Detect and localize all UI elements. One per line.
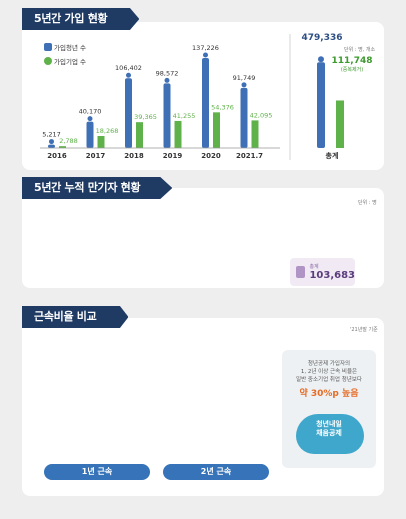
maturity-total-label: 총계: [309, 264, 319, 270]
person-icon: [44, 43, 52, 51]
maturity-total-box: 총계 103,683: [290, 258, 355, 286]
section-title-retention: 근속비율 비교: [22, 306, 129, 328]
legend-youth-label: 가입청년 수: [54, 44, 86, 52]
section-title-maturity: 5년간 누적 만기자 현황: [22, 177, 173, 199]
piggy-bank-icon: [296, 414, 364, 454]
unit-label-maturity: 단위 : 명: [358, 200, 377, 206]
wallet-icon: [296, 266, 306, 278]
section-title-signup: 5년간 가입 현황: [22, 8, 140, 30]
unit-label-signup: 단위 : 명, 개소: [344, 47, 376, 53]
callout-line1: 청년공제 가입자의: [307, 361, 351, 367]
logo-line1: 청년내일: [316, 420, 342, 428]
gear-icon: [44, 57, 52, 65]
logo-text: 청년내일 채움공제: [282, 420, 376, 438]
callout-line2: 1, 2년 이상 근속 비율은: [300, 369, 358, 375]
maturity-total-value: 103,683: [309, 270, 355, 281]
retention-callout: 청년공제 가입자의 1, 2년 이상 근속 비율은 일반 중소기업 취업 청년보…: [282, 350, 376, 468]
logo-line2: 채움공제: [316, 429, 342, 437]
callout-highlight: 약 30%p 높음: [299, 389, 359, 399]
legend-youth: 가입청년 수: [44, 42, 86, 52]
legend-company: 가입기업 수: [44, 56, 86, 66]
period-1year-badge: 1년 근속: [44, 464, 150, 480]
legend-company-label: 가입기업 수: [54, 58, 86, 66]
period-2year-badge: 2년 근속: [163, 464, 269, 480]
unit-label-retention: '21년말 기준: [350, 327, 378, 333]
callout-line3: 일반 중소기업 취업 청년보다: [296, 377, 362, 383]
